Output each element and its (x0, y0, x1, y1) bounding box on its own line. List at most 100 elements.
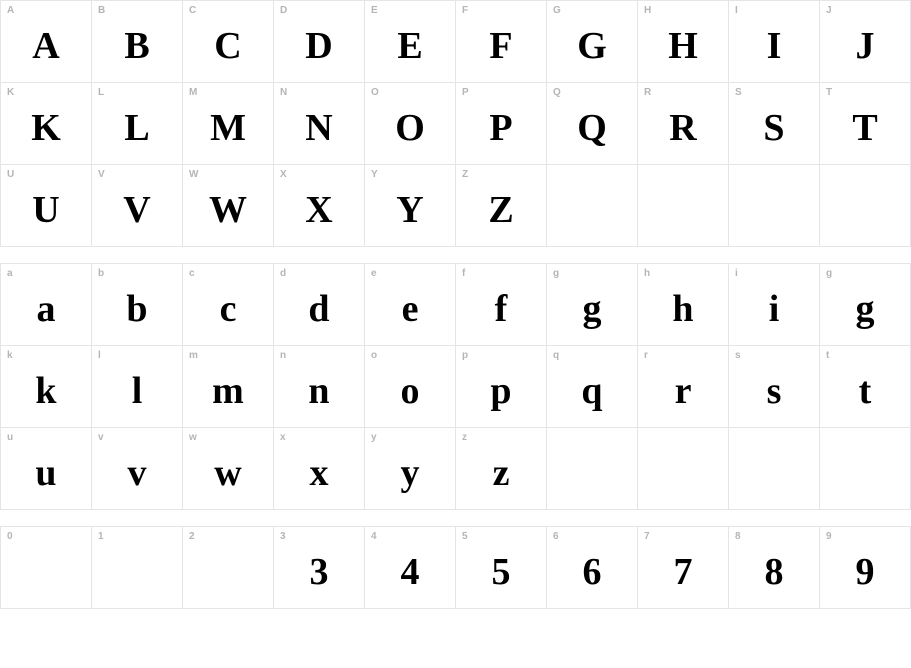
glyph-label: G (553, 5, 561, 16)
glyph-preview: W (209, 190, 247, 228)
glyph-cell: ee (365, 264, 456, 346)
glyph-label: L (98, 87, 104, 98)
glyph-label: Y (371, 169, 378, 180)
glyph-label: 0 (7, 531, 13, 542)
glyph-cell: cc (183, 264, 274, 346)
glyph-cell (729, 165, 820, 247)
glyph-preview: e (402, 289, 419, 327)
glyph-label: W (189, 169, 198, 180)
glyph-grid: 01233445566778899 (0, 526, 911, 609)
glyph-label: A (7, 5, 14, 16)
glyph-preview: M (210, 108, 246, 146)
glyph-cell: NN (274, 83, 365, 165)
glyph-preview: n (308, 371, 329, 409)
glyph-cell: XX (274, 165, 365, 247)
glyph-label: 7 (644, 531, 650, 542)
glyph-cell: dd (274, 264, 365, 346)
glyph-cell: xx (274, 428, 365, 510)
glyph-preview: R (669, 108, 696, 146)
glyph-label: a (7, 268, 13, 279)
glyph-preview: F (489, 26, 512, 64)
glyph-preview: T (852, 108, 877, 146)
glyph-preview: 6 (583, 552, 602, 590)
glyph-preview: m (212, 371, 244, 409)
glyph-preview: U (32, 190, 59, 228)
glyph-cell: MM (183, 83, 274, 165)
glyph-cell: BB (92, 1, 183, 83)
glyph-preview: a (37, 289, 56, 327)
glyph-preview: Q (577, 108, 607, 146)
glyph-cell: uu (1, 428, 92, 510)
glyph-label: T (826, 87, 832, 98)
glyph-cell: rr (638, 346, 729, 428)
glyph-cell: DD (274, 1, 365, 83)
glyph-cell: OO (365, 83, 456, 165)
glyph-cell: ff (456, 264, 547, 346)
glyph-label: g (553, 268, 559, 279)
glyph-cell (638, 428, 729, 510)
glyph-cell: ss (729, 346, 820, 428)
glyph-label: i (735, 268, 738, 279)
glyph-cell: hh (638, 264, 729, 346)
glyph-label: 5 (462, 531, 468, 542)
glyph-preview: 4 (401, 552, 420, 590)
glyph-preview: J (856, 26, 875, 64)
glyph-cell: HH (638, 1, 729, 83)
glyph-label: 6 (553, 531, 559, 542)
section-gap (0, 510, 911, 526)
glyph-label: w (189, 432, 197, 443)
glyph-label: q (553, 350, 559, 361)
glyph-preview: O (395, 108, 425, 146)
glyph-label: I (735, 5, 738, 16)
glyph-label: 1 (98, 531, 104, 542)
glyph-cell (547, 428, 638, 510)
glyph-label: E (371, 5, 378, 16)
glyph-preview: B (124, 26, 149, 64)
glyph-preview: q (581, 371, 602, 409)
glyph-preview: X (305, 190, 332, 228)
glyph-cell: aa (1, 264, 92, 346)
glyph-preview: V (123, 190, 150, 228)
glyph-cell: PP (456, 83, 547, 165)
glyph-cell: vv (92, 428, 183, 510)
glyph-preview: 8 (765, 552, 784, 590)
glyph-cell: gg (547, 264, 638, 346)
glyph-label: m (189, 350, 198, 361)
glyph-preview: o (401, 371, 420, 409)
glyph-label: v (98, 432, 104, 443)
glyph-preview: L (124, 108, 149, 146)
glyph-cell: zz (456, 428, 547, 510)
glyph-cell: 55 (456, 527, 547, 609)
glyph-cell: WW (183, 165, 274, 247)
section-digits: 01233445566778899 (0, 526, 911, 609)
glyph-label: P (462, 87, 469, 98)
glyph-cell: YY (365, 165, 456, 247)
glyph-cell: AA (1, 1, 92, 83)
glyph-label: S (735, 87, 742, 98)
glyph-label: n (280, 350, 286, 361)
glyph-cell: oo (365, 346, 456, 428)
glyph-preview: w (214, 453, 241, 491)
glyph-preview: P (489, 108, 512, 146)
glyph-preview: N (305, 108, 332, 146)
glyph-label: Q (553, 87, 561, 98)
glyph-cell: LL (92, 83, 183, 165)
glyph-preview: y (401, 453, 420, 491)
glyph-preview: 9 (856, 552, 875, 590)
glyph-cell: FF (456, 1, 547, 83)
glyph-label: U (7, 169, 14, 180)
glyph-cell: qq (547, 346, 638, 428)
character-map: from www.novelfonts.com from www.novelfo… (0, 0, 911, 609)
glyph-label: k (7, 350, 13, 361)
glyph-cell: pp (456, 346, 547, 428)
glyph-label: K (7, 87, 14, 98)
glyph-preview: k (35, 371, 56, 409)
glyph-preview: f (495, 289, 508, 327)
glyph-label: F (462, 5, 468, 16)
glyph-preview: G (577, 26, 607, 64)
glyph-cell: CC (183, 1, 274, 83)
glyph-label: b (98, 268, 104, 279)
glyph-label: o (371, 350, 377, 361)
glyph-label: p (462, 350, 468, 361)
glyph-cell: 77 (638, 527, 729, 609)
